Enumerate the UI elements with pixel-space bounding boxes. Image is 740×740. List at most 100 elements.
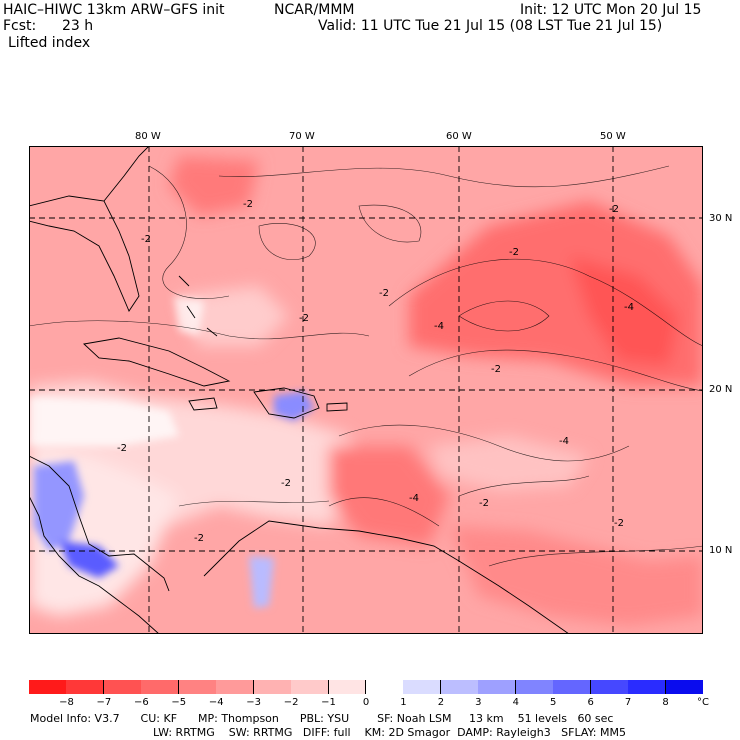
colorbar-swatch [291, 680, 330, 694]
dark-region-north [169, 156, 259, 216]
colorbar-swatch [216, 680, 255, 694]
lat-label-10n: 10 N [709, 545, 733, 556]
model-info-line-2: LW: RRTMG SW: RRTMG DIFF: full KM: 2D Sm… [153, 726, 626, 739]
colorbar-swatch [628, 680, 667, 694]
colorbar-swatch [403, 680, 442, 694]
contour-line [29, 320, 370, 340]
blue-region-panama [59, 541, 119, 578]
colorbar-tick-label: 7 [624, 697, 632, 708]
lon-label-80w: 80 W [135, 131, 161, 142]
contour-line [178, 500, 330, 507]
positive-li-regions [29, 296, 314, 608]
contour-label: -2 [479, 498, 489, 509]
south-america-coast [203, 520, 570, 634]
lifted-index-map: -2 -2 -2 -2 -4 -2 -2 -2 -4 -2 -4 -4 -2 -… [29, 146, 703, 634]
contour-line [388, 258, 703, 347]
colorbar-tick-label: 4 [512, 697, 519, 708]
contour-label: -4 [409, 493, 419, 504]
contour-line [218, 165, 670, 188]
colorbar-swatch [515, 680, 554, 694]
contour-line [408, 349, 703, 392]
contour-line [258, 223, 316, 260]
colorbar-tick-label: 6 [587, 697, 594, 708]
colorbar-tick-label: −3 [246, 697, 262, 708]
contour-label: -2 [117, 443, 127, 454]
cuba-coast [83, 337, 231, 387]
contour-label: -2 [141, 234, 151, 245]
jamaica-coast [188, 397, 218, 411]
contour-label: -4 [624, 302, 634, 313]
map-border [29, 146, 703, 634]
colorbar-tick-label: −5 [171, 697, 187, 708]
contour-label: -2 [614, 518, 624, 529]
colorbar-tick-label: −7 [96, 697, 112, 708]
light-region-cape-verde [429, 436, 589, 491]
model-info-line-1: Model Info: V3.7 CU: KF MP: Thompson PBL… [30, 712, 614, 725]
colorbar-swatch [178, 680, 217, 694]
organization-label: NCAR/MMM [274, 2, 355, 18]
us-east-coast [103, 146, 150, 202]
hispaniola-coast [253, 387, 320, 419]
lon-label-60w: 60 W [446, 131, 472, 142]
colorbar-swatch [665, 680, 704, 694]
dark-region-east [569, 256, 679, 366]
forecast-hour: 23 h [62, 18, 94, 34]
contour-line [458, 475, 590, 497]
colorbar-swatch [66, 680, 105, 694]
colorbar-tick-label: −6 [133, 697, 149, 708]
colorbar-swatch [440, 680, 479, 694]
colorbar-swatch [590, 680, 629, 694]
colorbar-tick-label: −4 [208, 697, 224, 708]
contour-label: -2 [194, 533, 204, 544]
forecast-label: Fcst: [3, 18, 37, 34]
contour-label: -2 [243, 199, 253, 210]
colorbar-swatch [29, 680, 67, 694]
puerto-rico-coast [326, 402, 348, 412]
white-region-bahamas [174, 296, 204, 336]
colorbar-swatch [103, 680, 142, 694]
contours [29, 165, 703, 567]
contour-label: -2 [299, 313, 309, 324]
contour-line [458, 300, 550, 332]
contour-label: -2 [491, 364, 501, 375]
blue-region-venezuela [249, 556, 274, 608]
colorbar-tick-label: 0 [362, 697, 370, 708]
blue-region-central-america [34, 461, 84, 551]
colorbar-swatch [253, 680, 292, 694]
contour-label: -2 [281, 478, 291, 489]
colorbar-tick-label: −2 [283, 697, 299, 708]
florida-coast [29, 195, 140, 312]
colorbar-tick-label: 8 [662, 697, 669, 708]
colorbar-unit: °C [697, 697, 709, 708]
contour-line [358, 204, 422, 243]
colorbar-tick-label: −8 [59, 697, 74, 708]
colorbar-swatch [328, 680, 367, 694]
white-region-caribbean [29, 396, 179, 446]
colorbar-swatch [366, 680, 404, 694]
valid-time: Valid: 11 UTC Tue 21 Jul 15 (08 LST Tue … [318, 18, 663, 34]
contour-label: -2 [509, 247, 519, 258]
contour-line [148, 165, 230, 299]
colorbar-swatch [553, 680, 592, 694]
contour-label: -4 [434, 321, 444, 332]
contour-label: -4 [559, 436, 569, 447]
colorbar-tick-label: 2 [437, 697, 445, 708]
central-america-west [29, 495, 160, 634]
dark-region-east-caribbean [329, 446, 449, 546]
model-title: HAIC–HIWC 13km ARW–GFS init [3, 2, 225, 18]
contour-labels: -2 -2 -2 -2 -4 -2 -2 -2 -4 -2 -4 -4 -2 -… [117, 199, 634, 544]
lat-label-20n: 20 N [709, 384, 733, 395]
lat-label-30n: 30 N [709, 213, 733, 224]
colorbar-swatch [478, 680, 517, 694]
colorbar-tick-label: 5 [550, 697, 557, 708]
colorbar [29, 680, 704, 694]
blue-region-hispaniola [274, 391, 314, 421]
colorbar-tick-label: 3 [475, 697, 482, 708]
colorbar-tick-label: 1 [400, 697, 407, 708]
contour-line [488, 545, 703, 567]
colorbar-tick-label: −1 [321, 697, 336, 708]
lon-label-70w: 70 W [289, 131, 315, 142]
init-time: Init: 12 UTC Mon 20 Jul 15 [520, 2, 702, 18]
colorbar-swatch [141, 680, 180, 694]
contour-line [328, 497, 440, 527]
